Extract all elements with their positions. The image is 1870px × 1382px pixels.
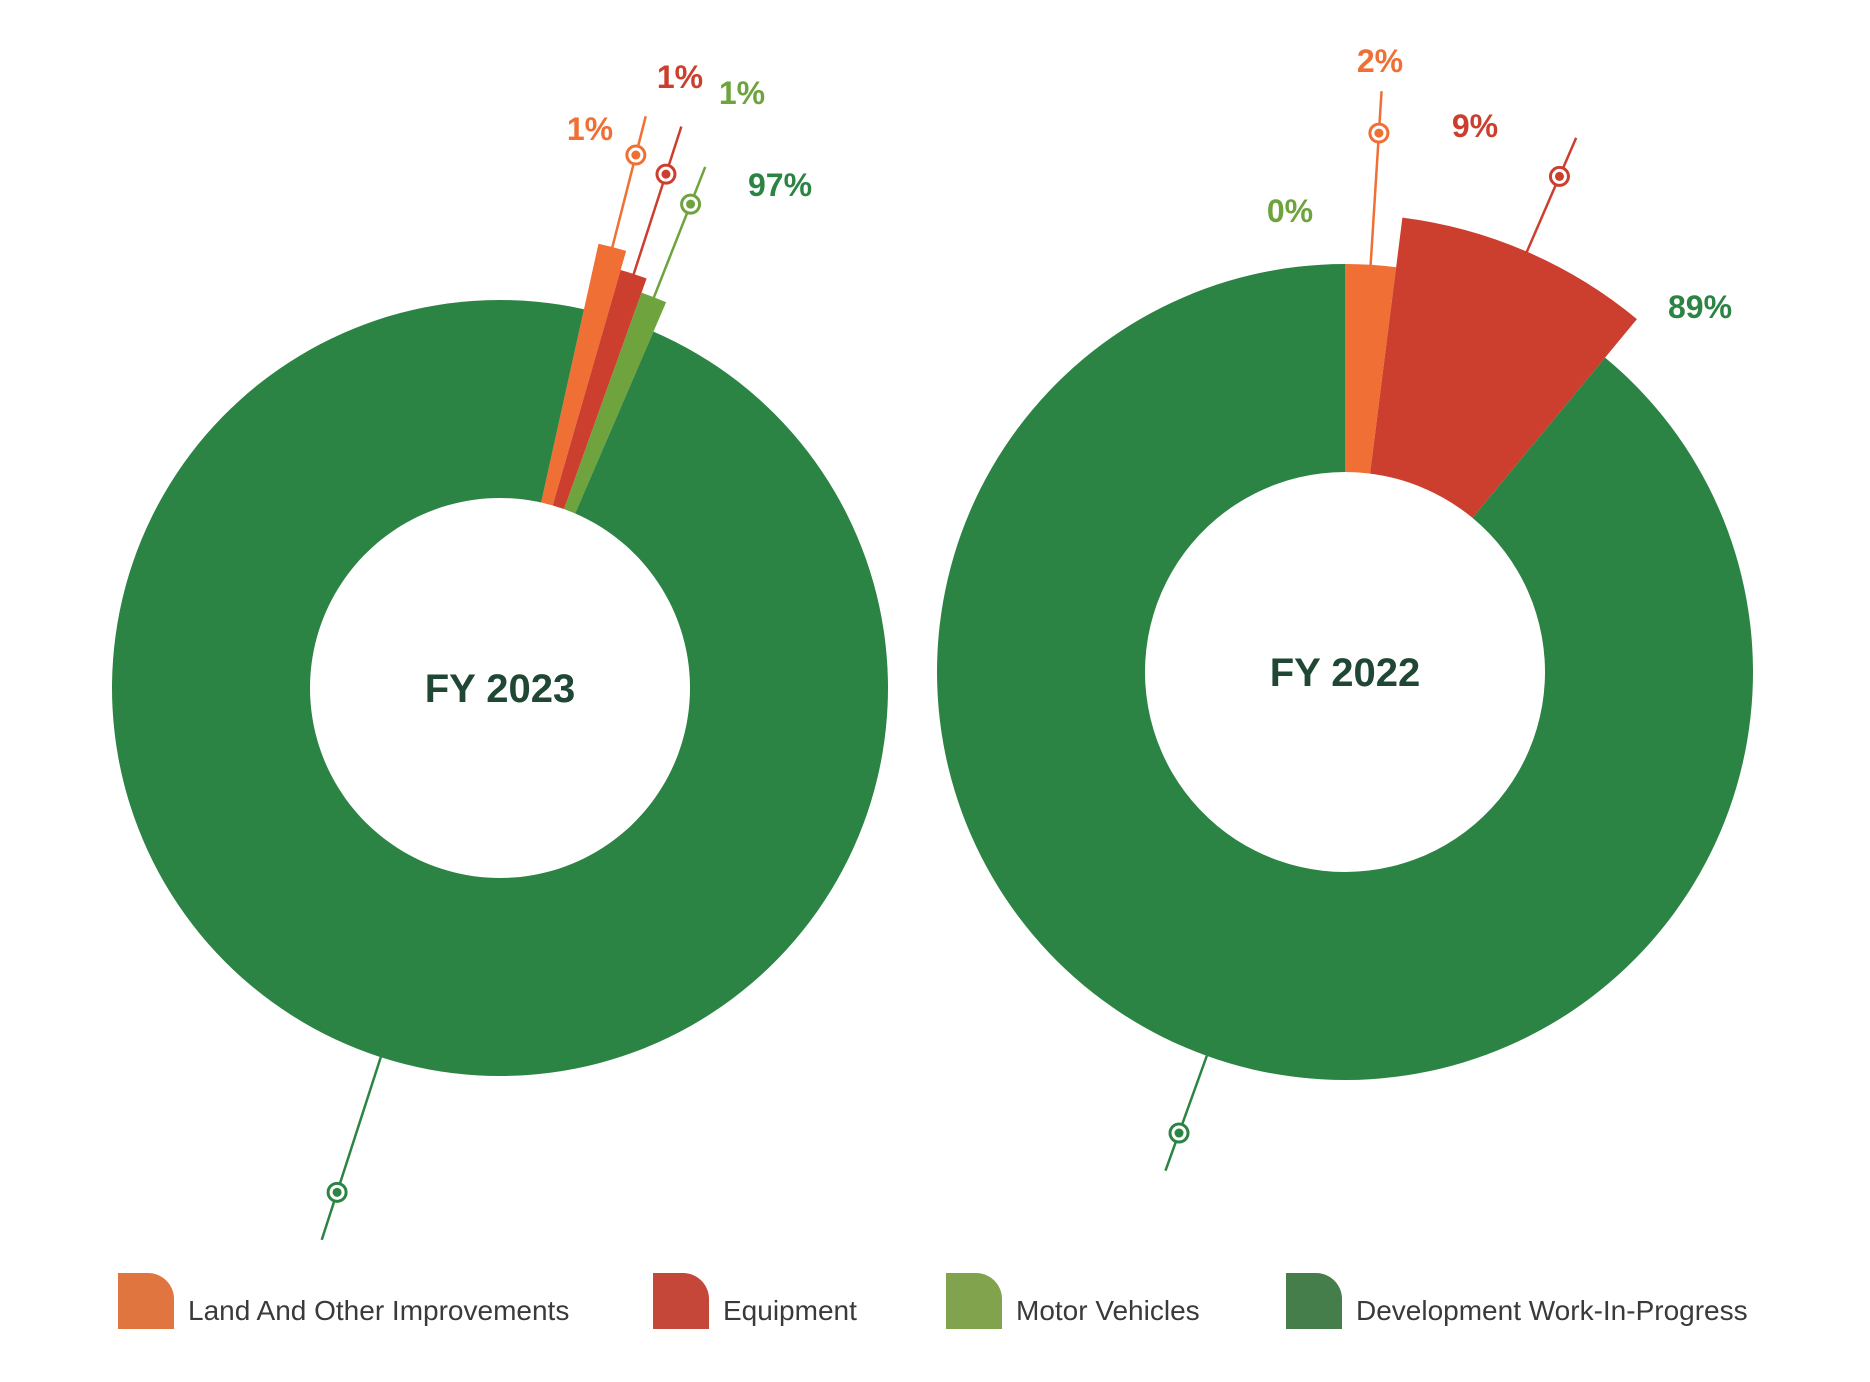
chart-fy2022: 2% 9% 0% 89% FY 2022 (937, 43, 1753, 1172)
legend-swatch-land (118, 1273, 174, 1329)
data-label-motor-vehicles: 1% (719, 75, 765, 111)
legend-label-land: Land And Other Improvements (188, 1295, 570, 1326)
legend-swatch-development (1286, 1273, 1342, 1329)
data-label-development: 97% (748, 167, 812, 203)
leader-line-land (545, 115, 647, 505)
leader-line-land (1356, 91, 1383, 473)
slice-land (1345, 264, 1397, 474)
slice-development (112, 300, 889, 1077)
data-label-motor-vehicles: 0% (1267, 193, 1313, 229)
slice-development (937, 264, 1753, 1080)
leader-line-equipment (557, 126, 683, 508)
data-label-equipment: 1% (657, 59, 703, 95)
data-label-land: 2% (1357, 43, 1403, 79)
leader-line-development (320, 1056, 382, 1241)
legend-item-development: Development Work-In-Progress (1286, 1272, 1748, 1330)
data-label-equipment: 9% (1452, 108, 1498, 144)
legend-label-development: Development Work-In-Progress (1356, 1295, 1748, 1326)
center-label: FY 2023 (425, 667, 576, 711)
legend-swatch-motor-vehicles (946, 1273, 1002, 1329)
data-label-development: 89% (1668, 289, 1732, 325)
chart-fy2023: 1% 1% 1% 97% FY 2023 (112, 59, 889, 1241)
leader-line-motor-vehicles (568, 166, 707, 512)
legend-item-land: Land And Other Improvements (118, 1272, 569, 1330)
leader-line-development (1164, 1055, 1208, 1172)
leader-line-equipment (1423, 137, 1578, 489)
data-label-land: 1% (567, 111, 613, 147)
slice-equipment (1370, 217, 1637, 518)
legend-item-motor-vehicles: Motor Vehicles (946, 1272, 1200, 1330)
legend-label-motor-vehicles: Motor Vehicles (1016, 1295, 1200, 1326)
legend: Land And Other Improvements Equipment Mo… (118, 1272, 1818, 1342)
legend-swatch-equipment (653, 1273, 709, 1329)
center-label: FY 2022 (1270, 651, 1421, 695)
legend-label-equipment: Equipment (723, 1295, 857, 1326)
legend-item-equipment: Equipment (653, 1272, 857, 1330)
